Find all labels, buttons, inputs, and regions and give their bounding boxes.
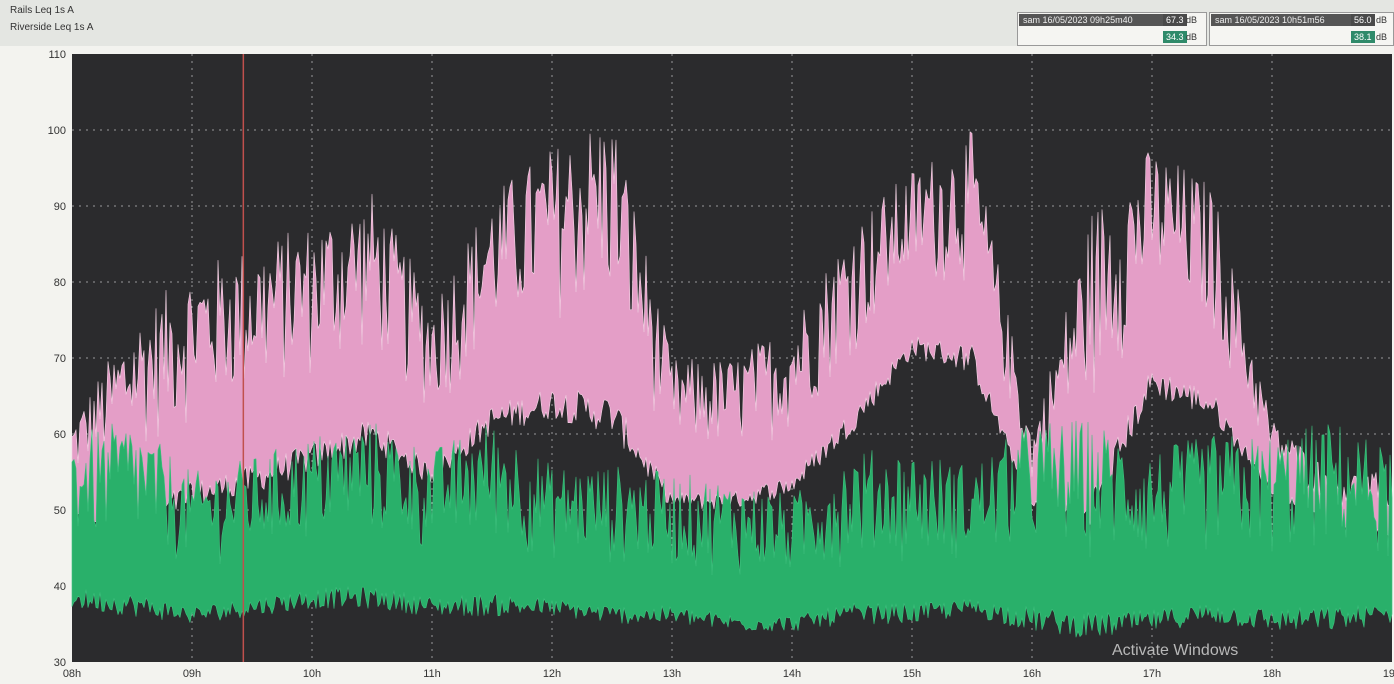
y-tick-label-40: 40 — [54, 581, 66, 593]
y-tick-label-80: 80 — [54, 277, 66, 289]
x-tick-label-10h: 10h — [303, 668, 321, 680]
x-tick-label-11h: 11h — [423, 668, 441, 680]
y-tick-label-110: 110 — [48, 49, 66, 61]
x-tick-label-19h: 19h — [1383, 668, 1394, 680]
sound-level-chart: 30 40 50 60 70 80 90 100 110 08h 09h 10h 11h 12h 13h 1… — [48, 49, 1394, 680]
x-tick-label-09h: 09h — [183, 668, 201, 680]
series-area-riverside — [71, 420, 1393, 638]
y-tick-label-60: 60 — [54, 429, 66, 441]
chart-header: Rails Leq 1s A Riverside Leq 1s A sam 16… — [0, 0, 1394, 46]
x-tick-label-13h: 13h — [663, 668, 681, 680]
x-axis: 08h 09h 10h 11h 12h 13h 14h 15h 16h 17h 18h 19h — [63, 668, 1394, 680]
y-tick-label-70: 70 — [54, 353, 66, 365]
cursor2-value-b: 38.1 — [1351, 31, 1375, 43]
y-tick-label-50: 50 — [54, 505, 66, 517]
cursor2-value-a: 56.0 — [1351, 14, 1375, 26]
x-tick-label-17h: 17h — [1143, 668, 1161, 680]
activate-windows-watermark: Activate Windows — [1112, 642, 1239, 659]
y-tick-label-90: 90 — [54, 201, 66, 213]
cursor1-label: sam 16/05/2023 09h25m40 — [1019, 14, 1167, 26]
legend-rails: Rails Leq 1s A — [10, 5, 74, 16]
x-tick-label-14h: 14h — [783, 668, 801, 680]
x-tick-label-08h: 08h — [63, 668, 81, 680]
y-axis: 30 40 50 60 70 80 90 100 110 — [48, 49, 66, 669]
y-tick-label-100: 100 — [48, 125, 66, 137]
series-riverside — [71, 420, 1393, 638]
x-tick-label-12h: 12h — [543, 668, 561, 680]
series-layer — [71, 131, 1393, 638]
y-tick-label-30: 30 — [54, 657, 66, 669]
x-tick-label-15h: 15h — [903, 668, 921, 680]
x-tick-label-16h: 16h — [1023, 668, 1041, 680]
cursor1-value-b: 34.3 — [1163, 31, 1187, 43]
cursor2-unit-a: dB — [1376, 15, 1388, 25]
legend-riverside: Riverside Leq 1s A — [10, 22, 94, 33]
cursor2-unit-b: dB — [1376, 32, 1388, 42]
cursor1-unit-a: dB — [1186, 15, 1198, 25]
cursor1-unit-b: dB — [1186, 32, 1198, 42]
x-tick-label-18h: 18h — [1263, 668, 1281, 680]
cursor2-label: sam 16/05/2023 10h51m56 — [1211, 14, 1354, 26]
cursor1-value-a: 67.3 — [1163, 14, 1187, 26]
